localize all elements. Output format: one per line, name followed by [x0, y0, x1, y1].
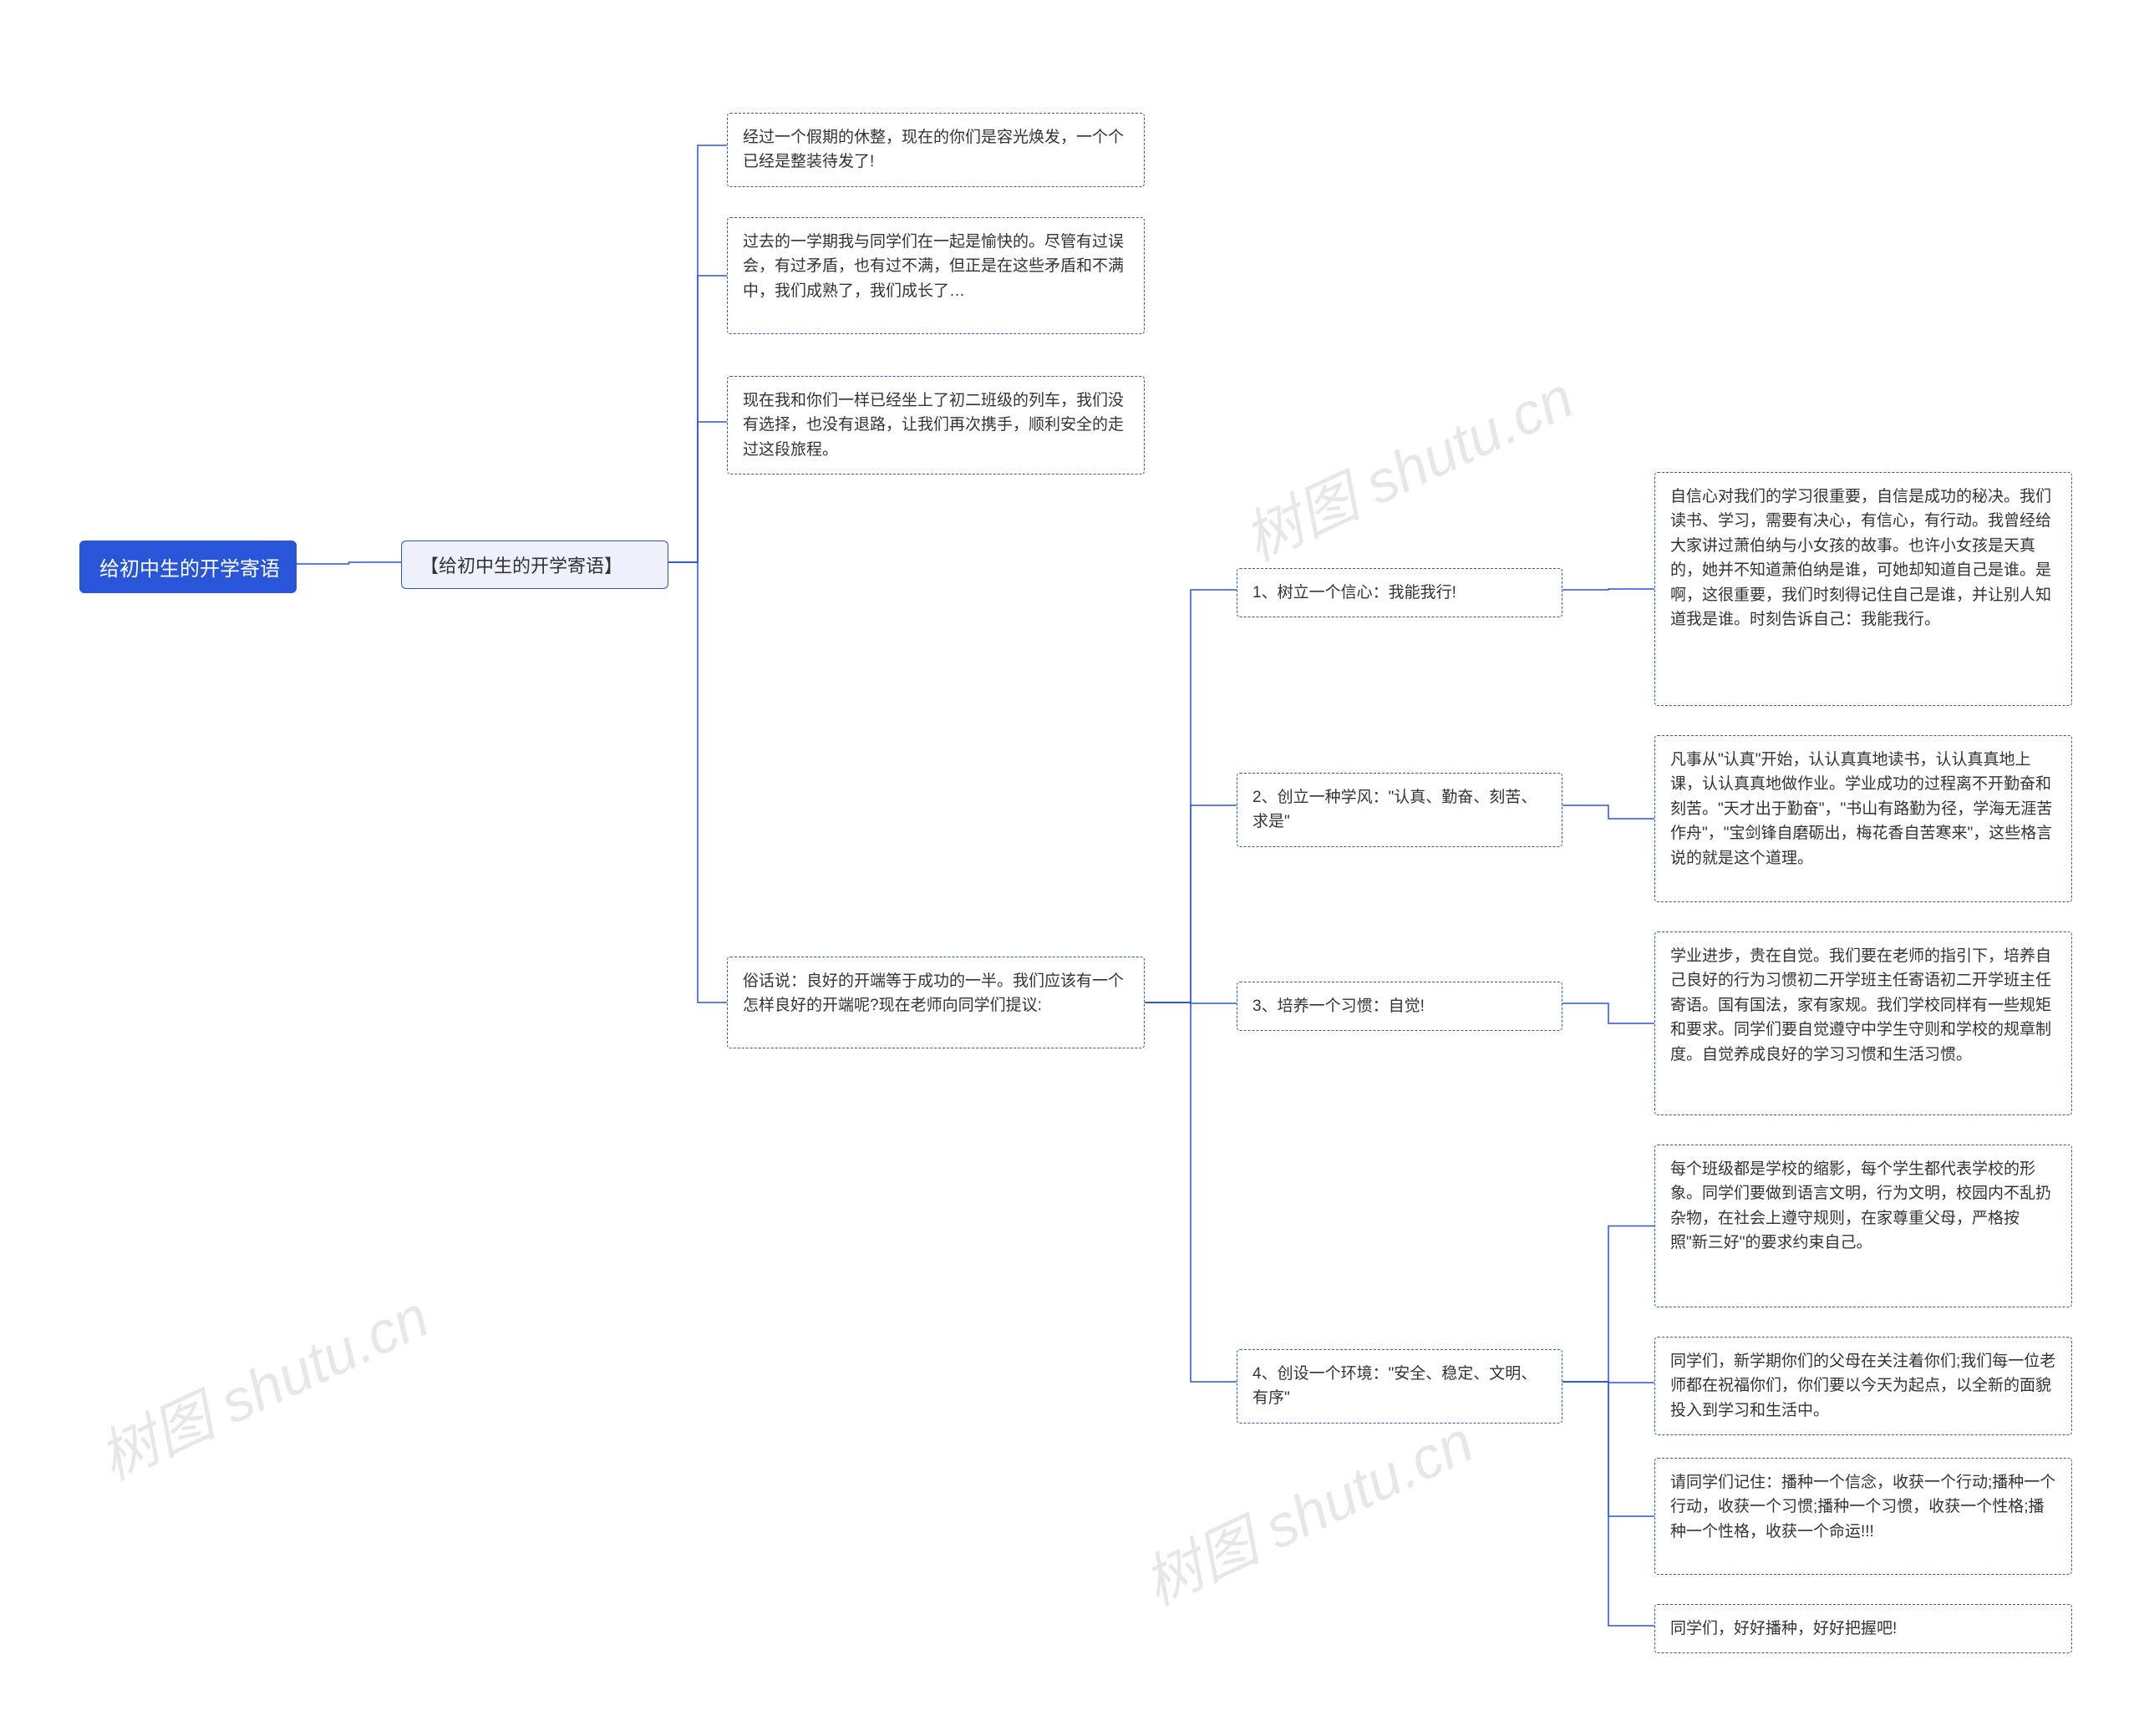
root-node: 给初中生的开学寄语 [79, 541, 297, 593]
subitem-1: 1、树立一个信心：我能我行! [1237, 568, 1562, 617]
detail-4c: 请同学们记住：播种一个信念，收获一个行动;播种一个行动，收获一个习惯;播种一个习… [1654, 1458, 2072, 1575]
detail-4b: 同学们，新学期你们的父母在关注着你们;我们每一位老师都在祝福你们，你们要以今天为… [1654, 1337, 2072, 1435]
level1-node: 【给初中生的开学寄语】 [401, 541, 668, 589]
detail-3: 学业进步，贵在自觉。我们要在老师的指引下，培养自己良好的行为习惯初二开学班主任寄… [1654, 931, 2072, 1115]
para-3: 现在我和你们一样已经坐上了初二班级的列车，我们没有选择，也没有退路，让我们再次携… [727, 376, 1145, 475]
watermark-1: 树图 shutu.cn [84, 1271, 440, 1497]
detail-1: 自信心对我们的学习很重要，自信是成功的秘决。我们读书、学习，需要有决心，有信心，… [1654, 472, 2072, 706]
subitem-3: 3、培养一个习惯：自觉! [1237, 982, 1562, 1031]
subitem-2: 2、创立一种学风："认真、勤奋、刻苦、求是" [1237, 773, 1562, 847]
para-4: 俗话说：良好的开端等于成功的一半。我们应该有一个怎样良好的开端呢?现在老师向同学… [727, 957, 1145, 1048]
detail-2: 凡事从"认真"开始，认认真真地读书，认认真真地上课，认认真真地做作业。学业成功的… [1654, 735, 2072, 902]
detail-4a: 每个班级都是学校的缩影，每个学生都代表学校的形象。同学们要做到语言文明，行为文明… [1654, 1145, 2072, 1307]
subitem-4: 4、创设一个环境："安全、稳定、文明、有序" [1237, 1349, 1562, 1424]
watermark-2: 树图 shutu.cn [1128, 1396, 1485, 1622]
para-2: 过去的一学期我与同学们在一起是愉快的。尽管有过误会，有过矛盾，也有过不满，但正是… [727, 217, 1145, 334]
para-1: 经过一个假期的休整，现在的你们是容光焕发，一个个已经是整装待发了! [727, 113, 1145, 187]
watermark-3: 树图 shutu.cn [1228, 352, 1585, 578]
detail-4d: 同学们，好好播种，好好把握吧! [1654, 1604, 2072, 1653]
